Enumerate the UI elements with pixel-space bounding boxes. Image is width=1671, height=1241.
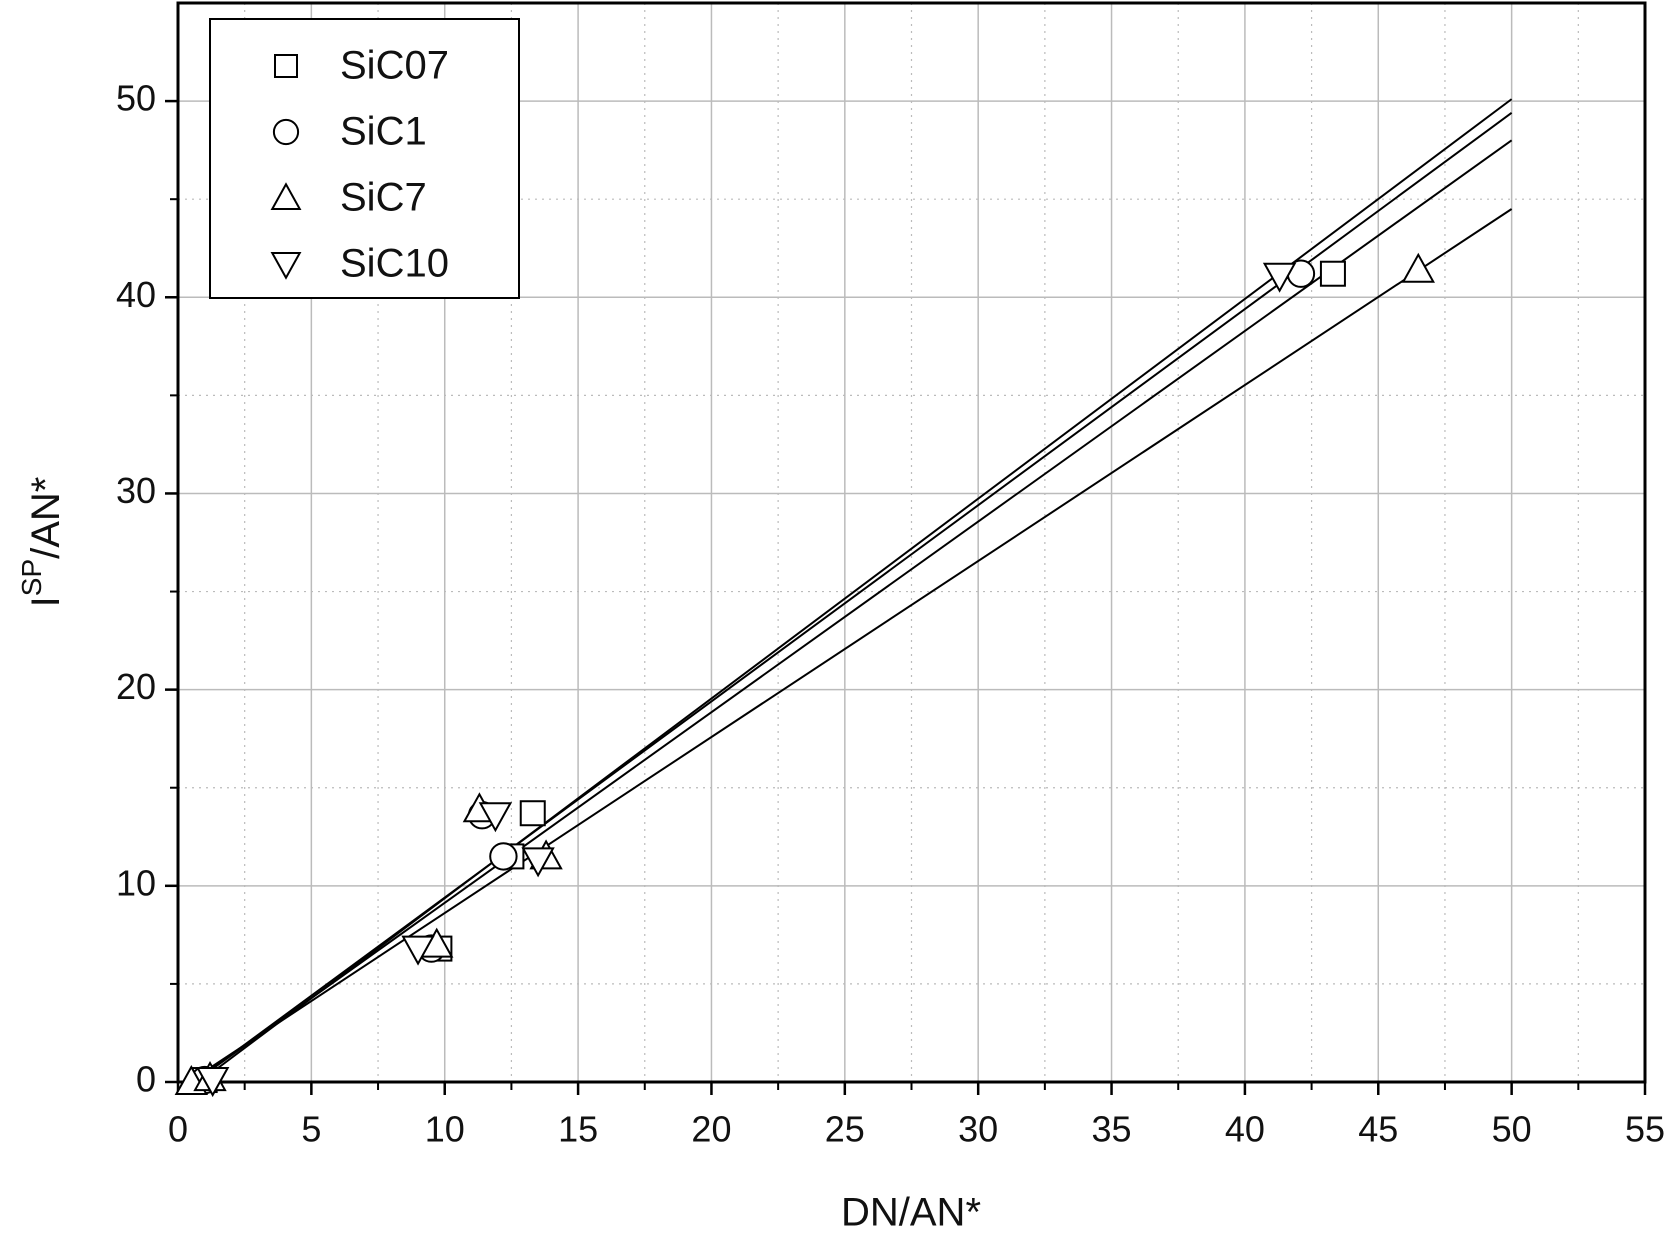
marker [195, 1067, 230, 1098]
marker [1319, 260, 1346, 287]
x-tick-label: 40 [1225, 1109, 1265, 1150]
y-label-superscript: SP [16, 559, 47, 596]
x-axis-label: DN/AN* [841, 1191, 981, 1235]
x-tick-label: 45 [1358, 1109, 1398, 1150]
marker [521, 847, 555, 878]
legend-marker [270, 182, 302, 210]
fit-line [188, 208, 1513, 1083]
legend-label: SiC7 [340, 176, 427, 220]
plot-frame [176, 1, 1647, 1084]
x-tick-label: 20 [691, 1109, 731, 1150]
x-tick-label: 0 [168, 1109, 188, 1150]
x-tick-label: 5 [301, 1109, 321, 1150]
fit-line [193, 139, 1513, 1083]
y-tick-label: 0 [136, 1059, 156, 1100]
y-tick-label: 20 [116, 666, 156, 707]
x-tick-label: 50 [1492, 1109, 1532, 1150]
y-label-base: I [24, 596, 68, 607]
marker [401, 935, 435, 966]
y-tick-label: 50 [116, 78, 156, 119]
marker [1401, 252, 1435, 283]
legend: SiC07 SiC1 SiC7 SiC10 [209, 18, 520, 299]
legend-label: SiC1 [340, 110, 427, 154]
legend-marker [272, 118, 300, 146]
y-tick-label: 40 [116, 274, 156, 315]
x-tick-label: 35 [1092, 1109, 1132, 1150]
marker [489, 842, 518, 871]
legend-marker [274, 54, 298, 78]
x-tick-label: 15 [558, 1109, 598, 1150]
x-tick-label: 25 [825, 1109, 865, 1150]
marker [478, 802, 513, 833]
x-tick-label: 55 [1625, 1109, 1665, 1150]
legend-label: SiC07 [340, 44, 449, 88]
legend-marker [270, 252, 302, 280]
marker [519, 800, 546, 827]
legend-box [209, 18, 520, 299]
y-label-suffix: /AN* [24, 477, 68, 559]
y-tick-label: 10 [116, 862, 156, 903]
x-tick-label: 30 [958, 1109, 998, 1150]
marker [1262, 262, 1297, 293]
x-tick-label: 10 [425, 1109, 465, 1150]
legend-label: SiC10 [340, 242, 449, 286]
y-axis-label: ISP/AN* [16, 477, 67, 608]
y-tick-label: 30 [116, 470, 156, 511]
